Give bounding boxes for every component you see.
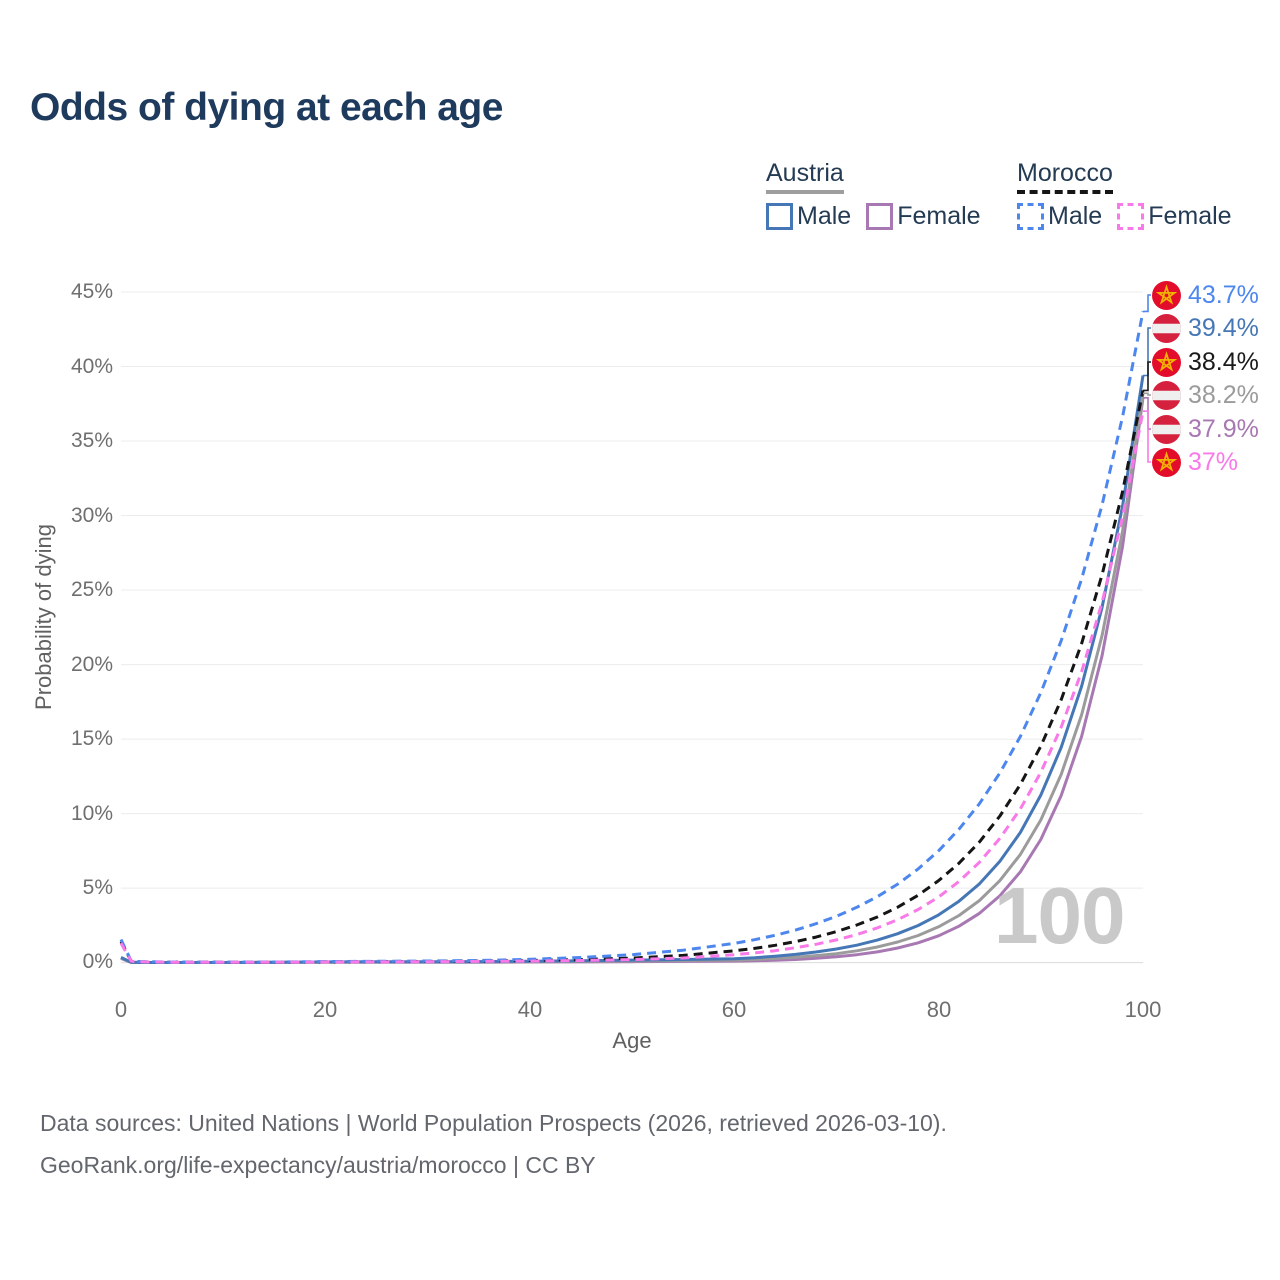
y-tick-label: 15%: [70, 727, 113, 750]
y-tick-label: 20%: [70, 653, 113, 676]
x-axis-title: Age: [612, 1028, 652, 1053]
x-tick-label: 0: [114, 997, 128, 1022]
end-label-austria-male: 39.4%: [1152, 312, 1259, 344]
austria-female-swatch-icon: [866, 202, 894, 230]
y-tick-label: 30%: [70, 504, 113, 527]
legend-label: Female: [1148, 201, 1232, 230]
austria-flag-icon: [1152, 415, 1181, 444]
legend-country-austria[interactable]: Austria: [766, 159, 844, 194]
morocco-flag-icon: [1152, 347, 1181, 377]
end-label-value: 38.4%: [1188, 347, 1259, 376]
legend-label: Male: [797, 201, 852, 230]
morocco-female-swatch-icon: [1117, 202, 1145, 230]
x-tick-label: 60: [721, 997, 747, 1022]
y-tick-label: 0%: [82, 950, 113, 973]
y-tick-label: 25%: [70, 578, 113, 601]
end-label-value: 37.9%: [1188, 414, 1259, 443]
legend-items-morocco: Male Female: [1017, 202, 1232, 231]
legend-group-morocco: Morocco Male Female: [1017, 159, 1232, 231]
legend-items-austria: Male Female: [766, 202, 981, 231]
end-label-austria-both: 38.2%: [1152, 379, 1259, 411]
end-label-morocco-male: 43.7%: [1152, 279, 1259, 311]
legend-item-morocco-female[interactable]: Female: [1117, 201, 1232, 231]
morocco-flag-icon: [1152, 447, 1181, 477]
end-label-value: 43.7%: [1188, 280, 1259, 309]
legend-label: Male: [1048, 201, 1103, 230]
y-tick-label: 45%: [70, 280, 113, 303]
x-tick-label: 100: [1124, 997, 1162, 1022]
end-label-morocco-female: 37%: [1152, 446, 1238, 478]
x-tick-label: 40: [517, 997, 543, 1022]
page-title: Odds of dying at each age: [30, 86, 503, 129]
y-tick-label: 5%: [82, 876, 113, 899]
morocco-flag-icon: [1152, 280, 1181, 310]
y-tick-label: 40%: [70, 355, 113, 378]
legend-item-morocco-male[interactable]: Male: [1017, 202, 1102, 231]
legend-country-morocco[interactable]: Morocco: [1017, 159, 1113, 194]
data-sources-note: Data sources: United Nations | World Pop…: [40, 1110, 947, 1136]
legend-label: Female: [897, 201, 981, 230]
legend-group-austria: Austria Male Female: [766, 159, 981, 231]
y-tick-label: 10%: [70, 802, 113, 825]
legend-item-austria-female[interactable]: Female: [866, 201, 981, 231]
end-label-value: 38.2%: [1188, 380, 1259, 409]
attribution-note: GeoRank.org/life-expectancy/austria/moro…: [40, 1152, 596, 1178]
end-label-value: 37%: [1188, 447, 1239, 476]
age-watermark: 100: [994, 871, 1125, 960]
legend-item-austria-male[interactable]: Male: [766, 202, 851, 231]
end-label-morocco-both: 38.4%: [1152, 346, 1259, 378]
morocco-male-swatch-icon: [1017, 202, 1044, 230]
x-tick-label: 80: [926, 997, 952, 1022]
end-label-value: 39.4%: [1188, 313, 1259, 342]
y-tick-label: 35%: [70, 429, 113, 452]
x-tick-label: 20: [312, 997, 338, 1022]
austria-flag-icon: [1152, 314, 1181, 343]
end-label-austria-female: 37.9%: [1152, 413, 1259, 445]
austria-flag-icon: [1152, 381, 1181, 410]
y-axis-title: Probability of dying: [31, 524, 56, 710]
austria-male-swatch-icon: [766, 202, 793, 230]
